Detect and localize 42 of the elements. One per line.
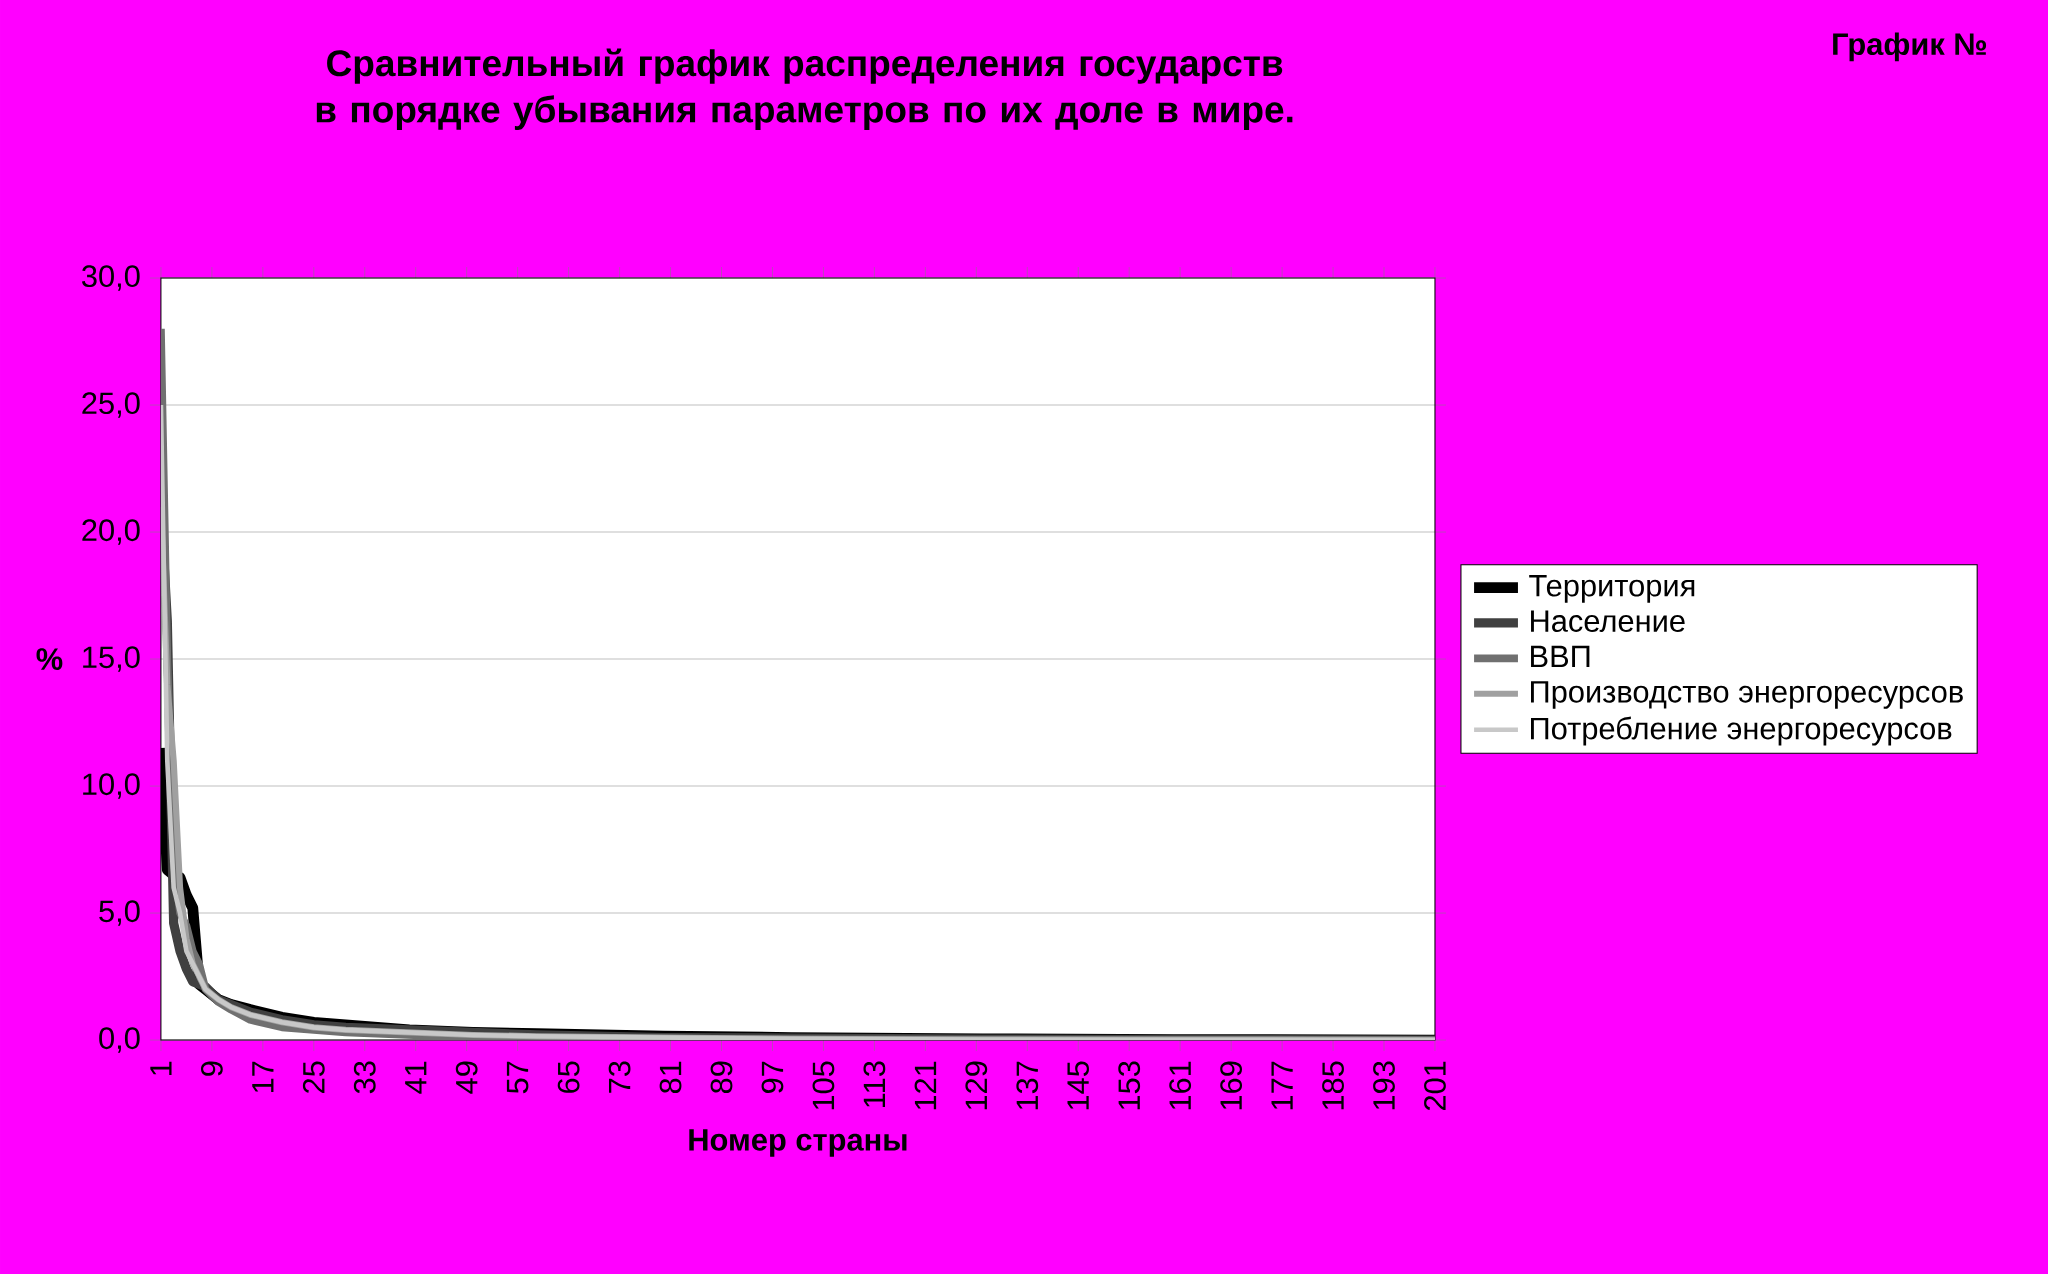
y-tick-label: 0,0 [99,1027,140,1053]
y-tick-label: 10,0 [83,773,140,799]
x-tick-label: 185 [1322,1061,1344,1110]
x-tick-label: 65 [557,1061,580,1093]
x-tick-label: 153 [1118,1061,1141,1110]
x-tick-label: 33 [353,1061,376,1094]
x-tick-label: 145 [1067,1061,1089,1110]
x-tick-label: 201 [1424,1061,1446,1110]
x-tick-label: 161 [1169,1061,1192,1110]
x-tick-label: 169 [1220,1061,1243,1110]
y-tick-label: 30,0 [82,265,140,291]
x-tick-label: 41 [405,1061,427,1094]
y-tick-label: 20,0 [82,519,140,545]
x-tick-label: 89 [710,1061,733,1094]
text: График № [1833,32,1987,62]
legend-label: ВВП [1531,645,1590,667]
x-tick-label: 9 [200,1061,223,1076]
x-tick-label: 129 [965,1061,988,1110]
chart-title: Сравнительный график распределения государств в порядке убывания параметров по их доле в мире. [316,48,1293,130]
x-tick-label: 193 [1373,1061,1395,1110]
y-axis-title: % [36,648,63,670]
legend-label: Потребление энергоресурсов [1531,716,1952,746]
x-tick-label: 81 [659,1061,682,1094]
x-tick-label: 97 [761,1061,784,1093]
x-tick-label: 137 [1016,1061,1039,1110]
x-tick-label: 49 [455,1061,478,1094]
x-tick-label: 73 [608,1061,631,1093]
x-tick-label: 25 [302,1061,325,1093]
legend-label: Производство энергоресурсов [1531,681,1963,709]
x-tick-label: 1 [150,1061,172,1075]
y-tick-label: 15,0 [83,646,140,672]
legend-label: Территория [1529,575,1695,603]
x-tick-label: 177 [1271,1061,1293,1110]
y-tick-label: 25,0 [82,392,140,418]
x-tick-label: 121 [914,1061,937,1110]
legend-label: Население [1531,610,1685,632]
x-axis-title: Номер страны [689,1129,907,1157]
x-tick-label: 17 [252,1061,274,1093]
x-tick-label: 57 [506,1061,529,1094]
x-tick-label: 105 [812,1061,835,1110]
y-tick-label: 5,0 [99,900,140,926]
x-tick-label: 113 [863,1061,886,1107]
